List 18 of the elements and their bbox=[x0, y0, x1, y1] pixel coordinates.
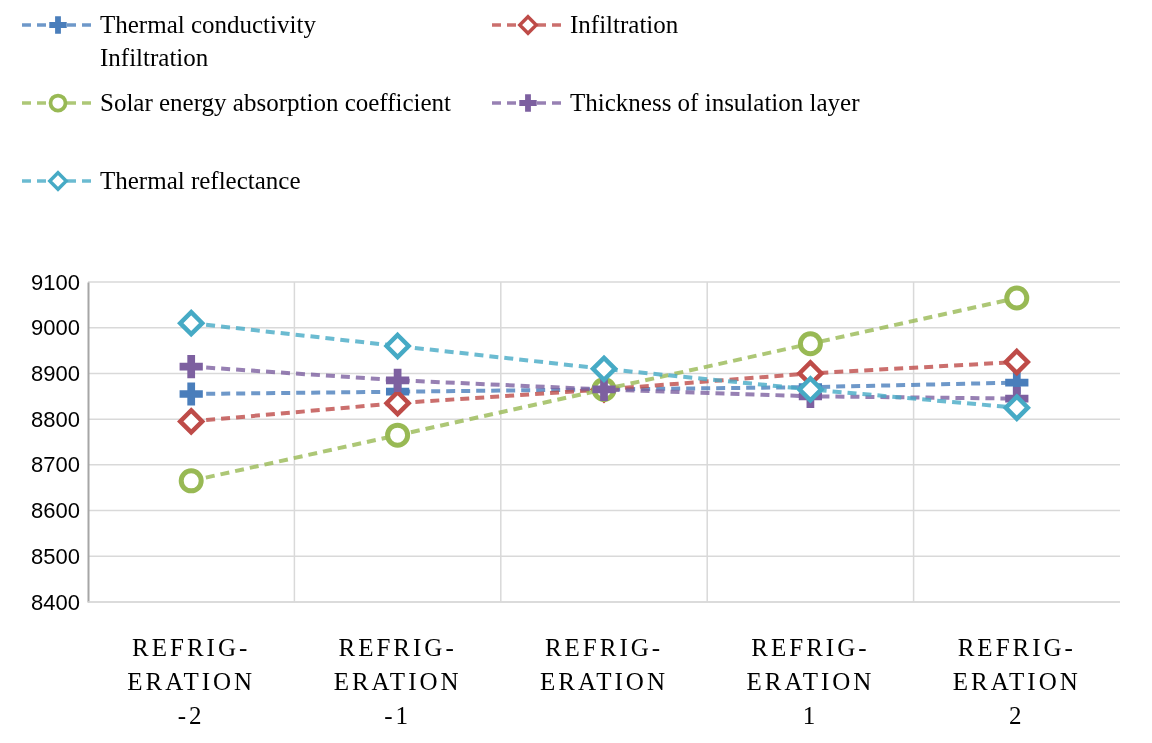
legend-label: Thickness of insulation layer bbox=[570, 89, 861, 116]
y-tick-label: 9100 bbox=[31, 269, 80, 295]
x-tick-label: REFRIG- ERATION -1 bbox=[333, 634, 462, 729]
y-tick-label: 8900 bbox=[31, 360, 80, 386]
legend-label: Solar energy absorption coefficient bbox=[100, 89, 452, 116]
x-tick-label: REFRIG- ERATION bbox=[540, 634, 668, 695]
legend-label: Thermal conductivity Infiltration bbox=[100, 11, 317, 71]
y-tick-label: 8800 bbox=[31, 406, 80, 432]
x-tick-label: REFRIG- ERATION -2 bbox=[127, 634, 256, 729]
y-tick-label: 8600 bbox=[31, 498, 80, 524]
y-tick-label: 8500 bbox=[31, 543, 80, 569]
x-tick-label: REFRIG- ERATION 2 bbox=[952, 634, 1081, 729]
legend-label: Thermal reflectance bbox=[100, 167, 301, 194]
legend-label: Infiltration bbox=[570, 11, 679, 38]
y-tick-label: 9000 bbox=[31, 315, 80, 341]
y-tick-label: 8400 bbox=[31, 589, 80, 615]
x-tick-label: REFRIG- ERATION 1 bbox=[746, 634, 875, 729]
y-tick-label: 8700 bbox=[31, 452, 80, 478]
